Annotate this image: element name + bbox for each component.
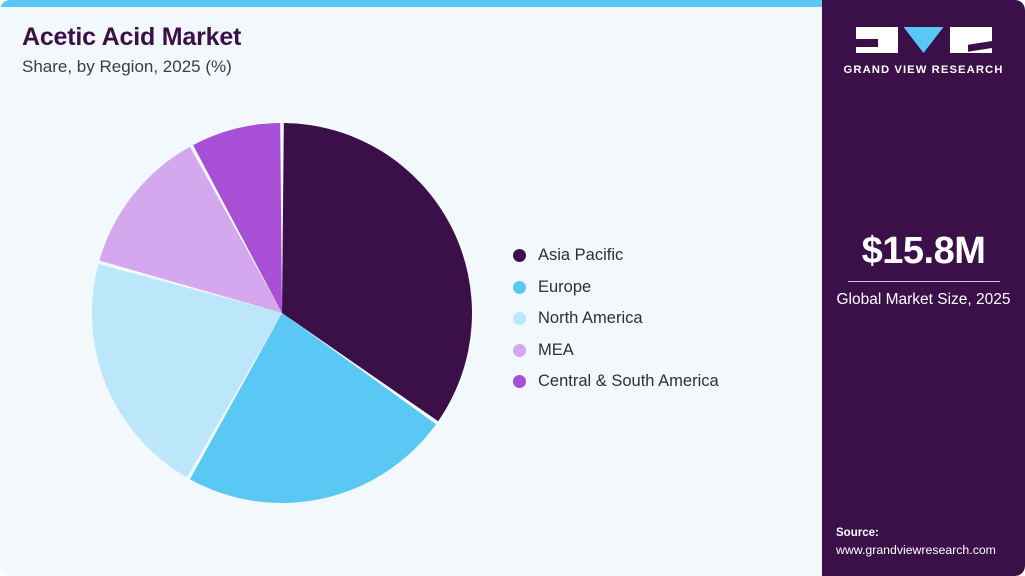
legend-item-label: Central & South America — [538, 372, 719, 391]
legend-item[interactable]: MEA — [513, 335, 803, 367]
legend-swatch-icon — [513, 375, 526, 389]
legend-item[interactable]: Europe — [513, 272, 803, 304]
source-url[interactable]: www.grandviewresearch.com — [836, 543, 996, 558]
pie-slice[interactable] — [193, 123, 282, 313]
logo-r-icon — [949, 27, 992, 53]
stat-caption: Global Market Size, 2025 — [836, 290, 1011, 308]
stat-block: $15.8M Global Market Size, 2025 — [822, 230, 1025, 310]
pie-slice[interactable] — [189, 313, 437, 503]
legend-swatch-icon — [513, 312, 526, 326]
pie-slice[interactable] — [282, 123, 472, 422]
pie-slice[interactable] — [99, 146, 282, 313]
stat-value: $15.8M — [861, 230, 986, 272]
brand-name: GRAND VIEW RESEARCH — [843, 64, 1004, 76]
legend-item-label: Asia Pacific — [538, 246, 624, 265]
legend-item[interactable]: Asia Pacific — [513, 240, 803, 272]
source-block: Source: www.grandviewresearch.com — [836, 525, 1025, 559]
chart-legend: Asia Pacific Europe North America MEA Centra… — [513, 240, 803, 398]
legend-item-label: Europe — [538, 277, 592, 296]
title-block: Acetic Acid Market Share, by Region, 202… — [22, 22, 241, 77]
pie-chart-svg — [92, 123, 472, 503]
logo-marks — [822, 26, 1025, 54]
legend-swatch-icon — [513, 249, 526, 263]
page-title: Acetic Acid Market — [22, 23, 242, 51]
pie-chart — [92, 123, 472, 503]
legend-swatch-icon — [513, 343, 526, 357]
stat-divider — [847, 280, 1000, 282]
legend-item[interactable]: Central & South America — [513, 366, 803, 398]
brand-panel: GRAND VIEW RESEARCH $15.8M Global Market… — [822, 0, 1025, 576]
page-subtitle: Share, by Region, 2025 (%) — [22, 57, 232, 76]
pie-slice-group — [92, 123, 472, 503]
pie-slice[interactable] — [92, 264, 282, 478]
brand-logo: GRAND VIEW RESEARCH — [822, 26, 1025, 76]
logo-v-icon — [903, 27, 944, 53]
legend-item[interactable]: North America — [513, 303, 803, 335]
source-label: Source: — [836, 527, 879, 540]
legend-item-label: MEA — [538, 340, 574, 359]
logo-g-icon — [855, 27, 898, 53]
legend-swatch-icon — [513, 280, 526, 294]
legend-item-label: North America — [538, 309, 643, 328]
top-accent-bar — [0, 0, 1025, 7]
